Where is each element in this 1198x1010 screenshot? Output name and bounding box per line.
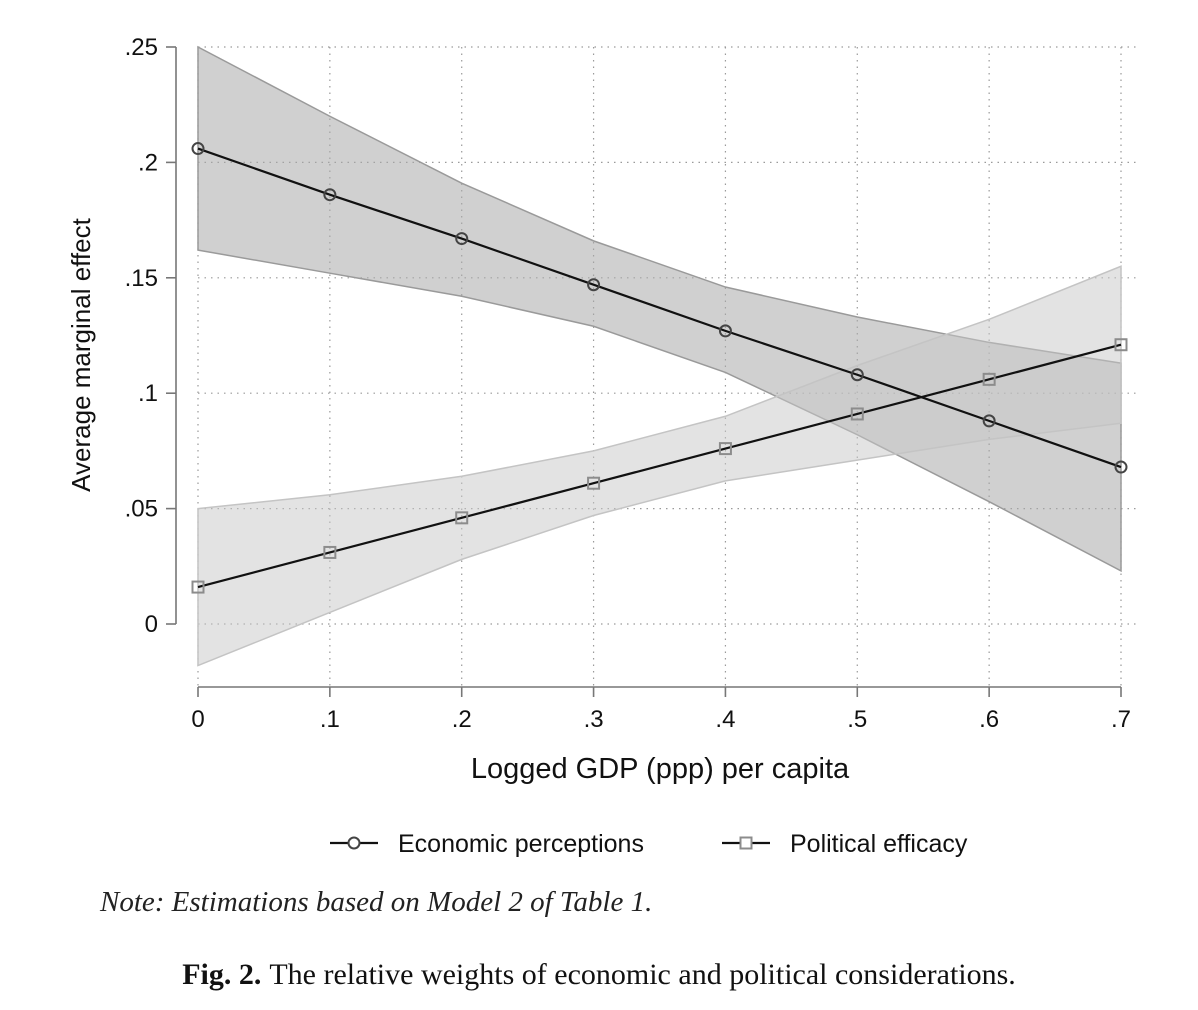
x-tick-label: .1 <box>320 706 340 733</box>
economic-perceptions-line <box>197 147 1122 469</box>
x-tick-label: .2 <box>452 706 472 733</box>
x-tick-label: .4 <box>715 706 735 733</box>
political-efficacy-point <box>455 511 469 525</box>
figure-caption: Fig. 2. The relative weights of economic … <box>0 958 1198 992</box>
legend-label: Political efficacy <box>790 830 968 858</box>
y-tick-label: .2 <box>138 149 158 176</box>
legend-square-marker <box>739 836 753 850</box>
y-tick-label: .15 <box>125 265 158 292</box>
figure-note: Note: Estimations based on Model 2 of Ta… <box>100 886 653 918</box>
political-efficacy-point <box>587 476 601 490</box>
y-tick-labels: 0 .05 .1 .15 .2 .25 <box>125 34 158 638</box>
political-efficacy-line <box>197 343 1122 589</box>
political-efficacy-point <box>718 442 732 456</box>
caption-label: Fig. 2. <box>182 958 262 991</box>
economic-perceptions-point <box>191 142 205 156</box>
caption-text: The relative weights of economic and pol… <box>269 958 1016 991</box>
y-tick-label: .1 <box>138 380 158 407</box>
x-tick-labels: 0 .1 .2 .3 .4 .5 .6 .7 <box>191 706 1131 733</box>
economic-perceptions-point <box>982 414 996 428</box>
x-tick-label: .3 <box>584 706 604 733</box>
economic-perceptions-point <box>850 368 864 382</box>
economic-perceptions-point <box>1114 460 1128 474</box>
legend: Economic perceptions Political efficacy <box>330 830 968 858</box>
legend-label: Economic perceptions <box>398 830 644 858</box>
economic-perceptions-point <box>455 232 469 246</box>
series-markers <box>191 142 1128 594</box>
series-lines <box>197 147 1122 589</box>
confidence-bands <box>197 45 1122 667</box>
x-tick-label: .5 <box>847 706 867 733</box>
x-tick-label: .6 <box>979 706 999 733</box>
x-tick-label: .7 <box>1111 706 1131 733</box>
x-tick-label: 0 <box>191 706 204 733</box>
y-tick-label: .25 <box>125 34 158 61</box>
chart: 0 .1 .2 .3 .4 .5 .6 .7 0 .05 .1 .15 .2 .25 Logged GD… <box>66 34 1139 858</box>
economic-perceptions-point <box>587 278 601 292</box>
economic-perceptions-point <box>323 188 337 202</box>
x-axis-title: Logged GDP (ppp) per capita <box>471 753 850 785</box>
political-efficacy-point <box>1114 338 1128 352</box>
axes <box>166 46 1122 697</box>
legend-circle-marker <box>347 836 361 850</box>
economic-perceptions-point <box>718 324 732 338</box>
y-tick-label: 0 <box>145 611 158 638</box>
political-efficacy-point <box>323 545 337 559</box>
political-efficacy-point <box>191 580 205 594</box>
y-axis-title: Average marginal effect <box>66 217 96 491</box>
y-tick-label: .05 <box>125 496 158 523</box>
political-efficacy-point <box>850 407 864 421</box>
political-efficacy-point <box>982 372 996 386</box>
